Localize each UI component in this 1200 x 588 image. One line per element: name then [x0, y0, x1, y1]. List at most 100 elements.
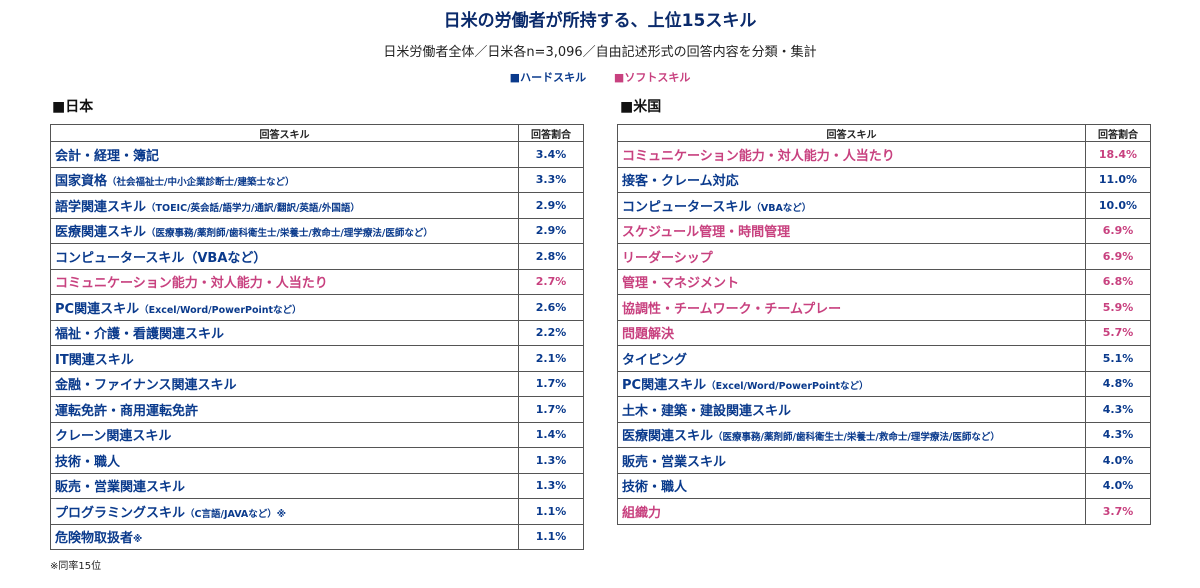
share-value: 4.3% — [1085, 396, 1151, 423]
table-row: 接客・クレーム対応 11.0% — [617, 166, 1151, 193]
share-value: 3.3% — [518, 166, 584, 193]
skill-label: 技術・職人 — [55, 454, 121, 470]
skill-cell: スケジュール管理・時間管理 — [617, 217, 1086, 244]
skill-note: ※ — [133, 534, 143, 546]
skill-note: （医療事務/薬剤師/歯科衛生士/栄養士/救命士/理学療法/医師など） — [146, 228, 433, 240]
page-title: 日米の労働者が所持する、上位15スキル — [443, 11, 757, 31]
skill-label: コンピュータースキル（VBAなど） — [55, 250, 267, 266]
share-value: 2.7% — [518, 268, 584, 295]
table-row: 販売・営業スキル 4.0% — [617, 447, 1151, 474]
skill-cell: リーダーシップ — [617, 243, 1086, 270]
table-row: 販売・営業関連スキル 1.3% — [50, 472, 584, 499]
footnote: ※同率15位 — [50, 561, 102, 572]
table-row: クレーン関連スキル 1.4% — [50, 421, 584, 448]
share-value: 1.1% — [518, 523, 584, 550]
skill-label: コミュニケーション能力・対人能力・人当たり — [622, 148, 895, 164]
table-row: コンピュータースキル（VBAなど） 2.8% — [50, 243, 584, 270]
skill-cell: 土木・建築・建設関連スキル — [617, 396, 1086, 423]
share-value: 1.4% — [518, 421, 584, 448]
skill-cell: 医療関連スキル（医療事務/薬剤師/歯科衛生士/栄養士/救命士/理学療法/医師など… — [617, 421, 1086, 448]
skill-label: 語学関連スキル — [55, 199, 147, 215]
skill-note: （Excel/Word/PowerPointなど） — [139, 304, 302, 316]
share-value: 18.4% — [1085, 141, 1151, 168]
skill-cell: 問題解決 — [617, 319, 1086, 346]
legend-hard-skill: ■ハードスキル — [509, 71, 587, 84]
skill-cell: タイピング — [617, 345, 1086, 372]
share-value: 1.7% — [518, 396, 584, 423]
share-value: 4.8% — [1085, 370, 1151, 397]
table-row: 技術・職人 1.3% — [50, 447, 584, 474]
table-row: 国家資格（社会福祉士/中小企業診断士/建築士など） 3.3% — [50, 166, 584, 193]
skill-cell: 販売・営業関連スキル — [50, 472, 519, 499]
share-value: 3.4% — [518, 141, 584, 168]
japan-skills-table: 回答スキル 回答割合 会計・経理・簿記 3.4% 国家資格（社会福祉士/中小企業診断… — [50, 124, 584, 550]
share-value: 3.7% — [1085, 498, 1151, 525]
skill-label: 医療関連スキル — [55, 225, 147, 241]
share-value: 2.8% — [518, 243, 584, 270]
skill-note: （TOEIC/英会話/語学力/通訳/翻訳/英語/外国語） — [146, 202, 360, 214]
table-row: 運転免許・商用運転免許 1.7% — [50, 396, 584, 423]
skill-cell: 販売・営業スキル — [617, 447, 1086, 474]
skill-cell: クレーン関連スキル — [50, 421, 519, 448]
header-skill: 回答スキル — [50, 124, 519, 142]
table-row: 土木・建築・建設関連スキル 4.3% — [617, 396, 1151, 423]
table-row: PC関連スキル（Excel/Word/PowerPointなど） 4.8% — [617, 370, 1151, 397]
skill-label: 金融・ファイナンス関連スキル — [55, 378, 237, 394]
table-row: 医療関連スキル（医療事務/薬剤師/歯科衛生士/栄養士/救命士/理学療法/医師など… — [50, 217, 584, 244]
table-row: コンピュータースキル（VBAなど） 10.0% — [617, 192, 1151, 219]
table-row: リーダーシップ 6.9% — [617, 243, 1151, 270]
skill-label: 会計・経理・簿記 — [55, 148, 160, 164]
skill-cell: PC関連スキル（Excel/Word/PowerPointなど） — [617, 370, 1086, 397]
skill-label: 販売・営業関連スキル — [55, 480, 186, 496]
skill-cell: 医療関連スキル（医療事務/薬剤師/歯科衛生士/栄養士/救命士/理学療法/医師など… — [50, 217, 519, 244]
skill-cell: 技術・職人 — [50, 447, 519, 474]
table-row: 危険物取扱者※ 1.1% — [50, 523, 584, 550]
skill-note: （VBAなど） — [751, 202, 812, 214]
skill-cell: コミュニケーション能力・対人能力・人当たり — [617, 141, 1086, 168]
skill-label: 販売・営業スキル — [622, 454, 727, 470]
share-value: 5.7% — [1085, 319, 1151, 346]
skill-cell: IT関連スキル — [50, 345, 519, 372]
skill-cell: 技術・職人 — [617, 472, 1086, 499]
skill-label: リーダーシップ — [622, 250, 713, 266]
share-value: 2.6% — [518, 294, 584, 321]
table-row: 福祉・介護・看護関連スキル 2.2% — [50, 319, 584, 346]
share-value: 2.9% — [518, 192, 584, 219]
share-value: 6.9% — [1085, 217, 1151, 244]
header-skill: 回答スキル — [617, 124, 1086, 142]
skill-label: 福祉・介護・看護関連スキル — [55, 327, 225, 343]
skill-label: 接客・クレーム対応 — [622, 174, 739, 190]
skill-cell: 組織力 — [617, 498, 1086, 525]
skill-label: 協調性・チームワーク・チームプレー — [622, 301, 842, 317]
skill-label: コミュニケーション能力・対人能力・人当たり — [55, 276, 328, 292]
skill-label: スケジュール管理・時間管理 — [622, 225, 791, 241]
us-skills-table: 回答スキル 回答割合 コミュニケーション能力・対人能力・人当たり 18.4% 接客・… — [617, 124, 1151, 525]
table-header-row: 回答スキル 回答割合 — [617, 124, 1151, 142]
skill-cell: 語学関連スキル（TOEIC/英会話/語学力/通訳/翻訳/英語/外国語） — [50, 192, 519, 219]
page-subtitle: 日米労働者全体／日米各n=3,096／自由記述形式の回答内容を分類・集計 — [383, 45, 817, 60]
skill-cell: プログラミングスキル（C言語/JAVAなど）※ — [50, 498, 519, 525]
skill-cell: 危険物取扱者※ — [50, 523, 519, 550]
table-row: 協調性・チームワーク・チームプレー 5.9% — [617, 294, 1151, 321]
skill-label: 管理・マネジメント — [622, 276, 740, 292]
skill-label: PC関連スキル — [55, 301, 140, 317]
skill-note: （医療事務/薬剤師/歯科衛生士/栄養士/救命士/理学療法/医師など） — [713, 432, 1000, 444]
share-value: 5.9% — [1085, 294, 1151, 321]
share-value: 11.0% — [1085, 166, 1151, 193]
skill-cell: 管理・マネジメント — [617, 268, 1086, 295]
legend: ■ハードスキル ■ソフトスキル — [0, 69, 1200, 85]
skill-label: PC関連スキル — [622, 378, 707, 394]
table-row: コミュニケーション能力・対人能力・人当たり 18.4% — [617, 141, 1151, 168]
table-row: 語学関連スキル（TOEIC/英会話/語学力/通訳/翻訳/英語/外国語） 2.9% — [50, 192, 584, 219]
skill-cell: コンピュータースキル（VBAなど） — [50, 243, 519, 270]
skill-label: クレーン関連スキル — [55, 429, 172, 445]
skill-cell: 金融・ファイナンス関連スキル — [50, 370, 519, 397]
skill-cell: 国家資格（社会福祉士/中小企業診断士/建築士など） — [50, 166, 519, 193]
table-row: 組織力 3.7% — [617, 498, 1151, 525]
skill-label: IT関連スキル — [55, 352, 134, 368]
share-value: 2.2% — [518, 319, 584, 346]
header-share: 回答割合 — [1085, 124, 1151, 142]
us-section-title: ■米国 — [620, 99, 662, 115]
table-row: IT関連スキル 2.1% — [50, 345, 584, 372]
share-value: 4.3% — [1085, 421, 1151, 448]
